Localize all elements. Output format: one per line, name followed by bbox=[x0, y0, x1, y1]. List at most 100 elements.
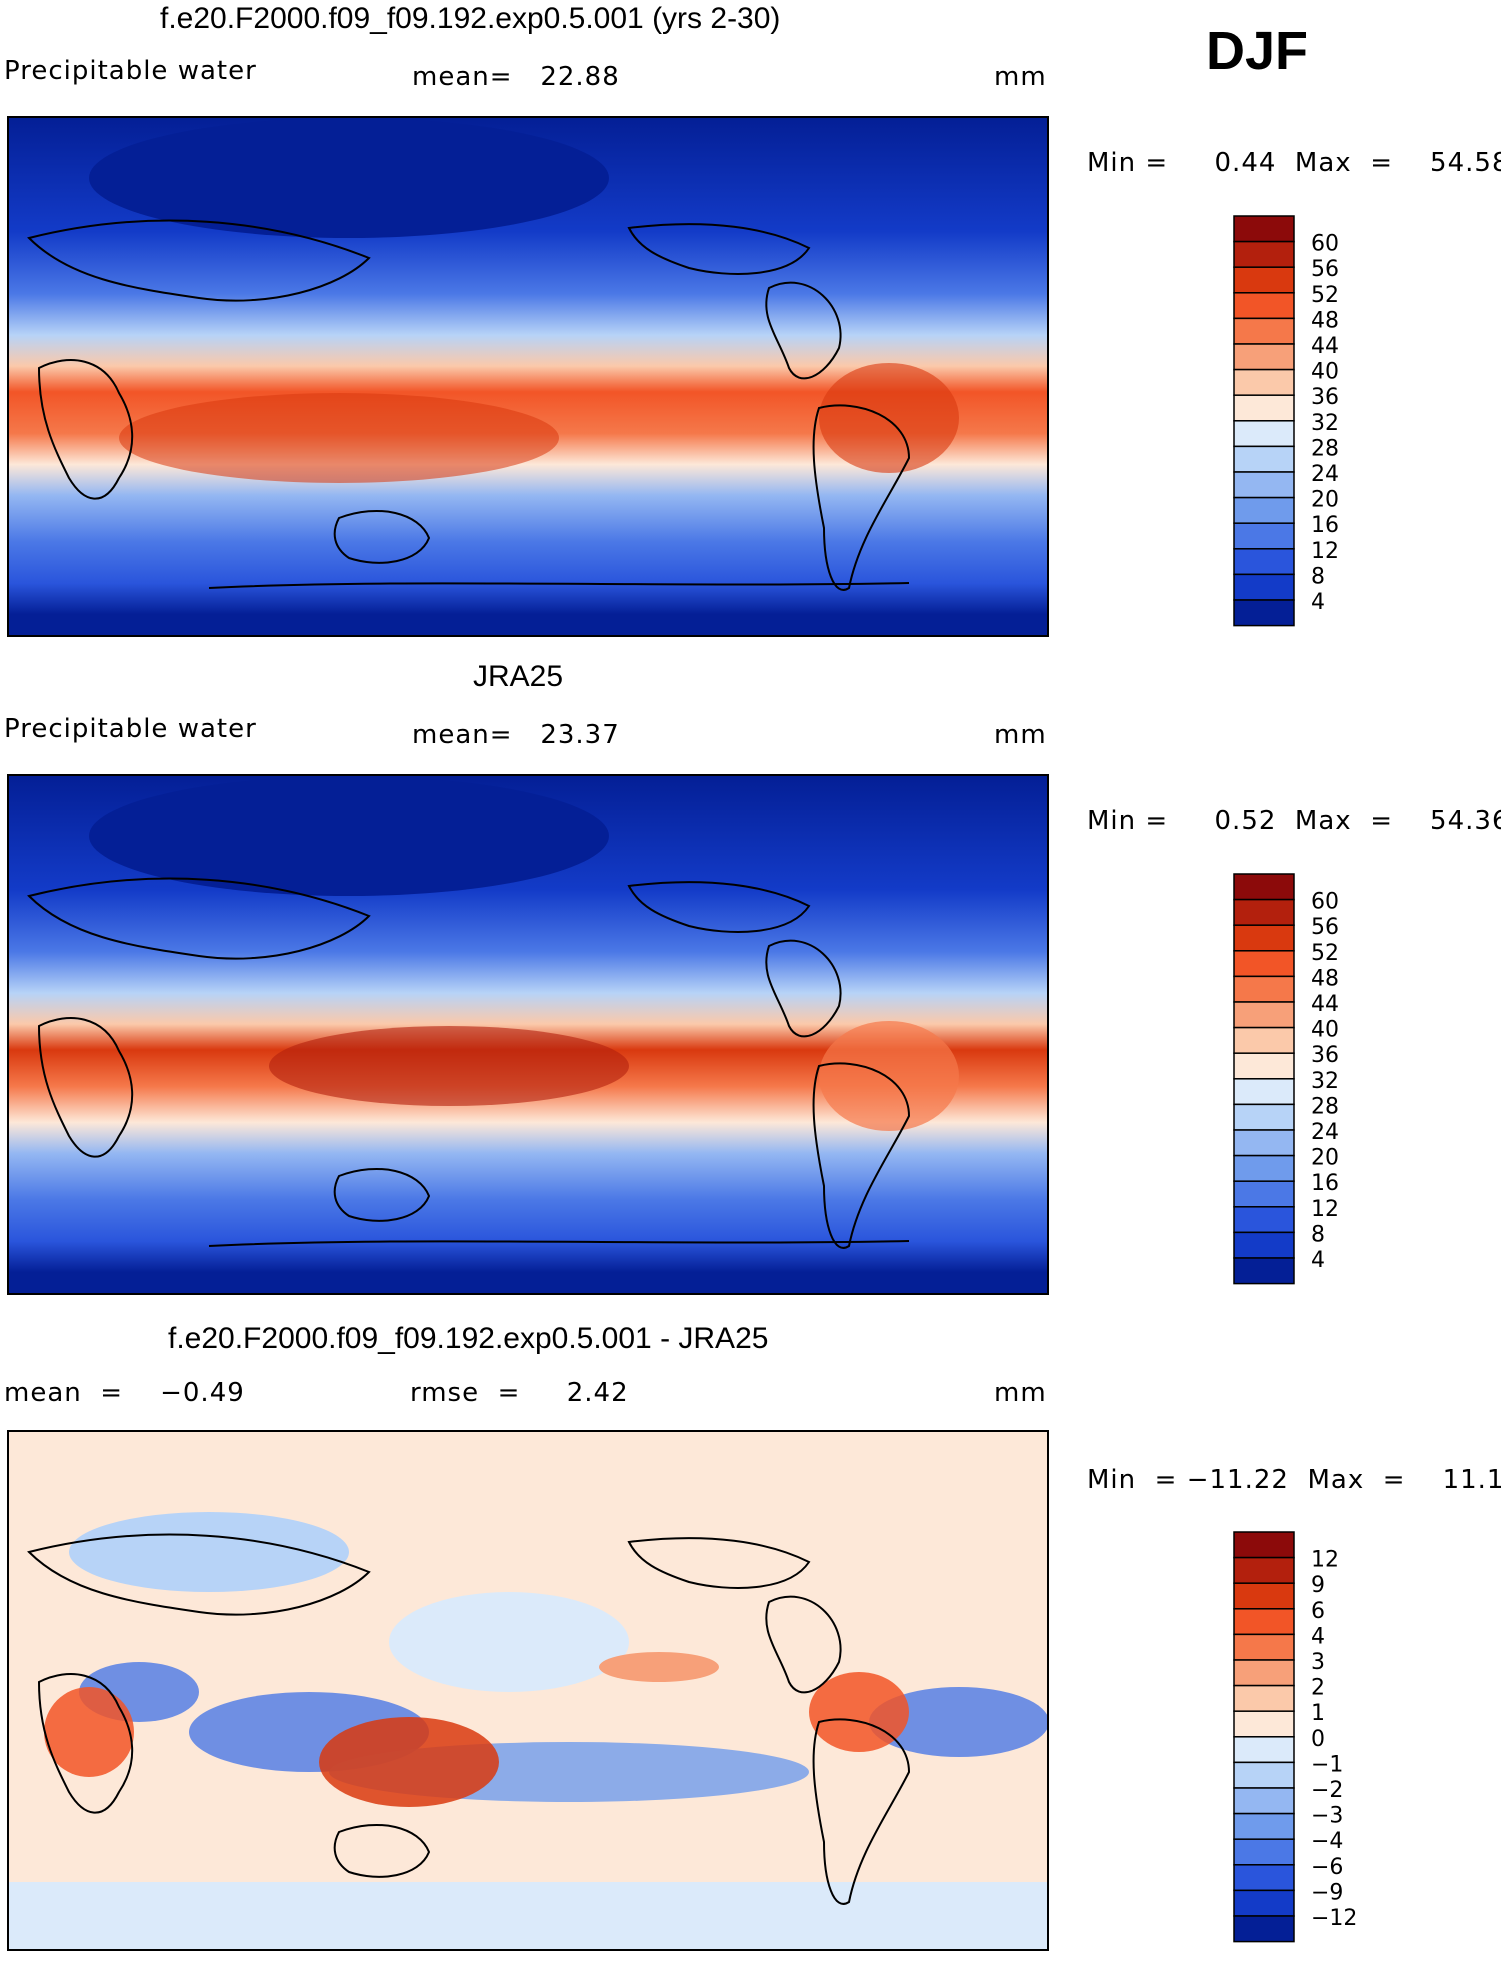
panel-1-colorbar-tick-label: 8 bbox=[1311, 564, 1325, 589]
panel-3-mean-label: mean = −0.49 bbox=[4, 1378, 245, 1408]
panel-1-colorbar-box bbox=[1233, 292, 1295, 320]
panel-1-colorbar-tick-label: 44 bbox=[1311, 334, 1339, 359]
panel-2-colorbar-box bbox=[1233, 1078, 1295, 1106]
panel-3-colorbar-box bbox=[1233, 1710, 1295, 1738]
panel-1-colorbar-tick-label: 28 bbox=[1311, 436, 1339, 461]
panel-2-colorbar-box bbox=[1233, 1206, 1295, 1234]
panel-2-colorbar-box bbox=[1233, 950, 1295, 978]
panel-3-minmax: Min = −11.22 Max = 11.11 bbox=[1087, 1465, 1501, 1495]
panel-2-colorbar-box bbox=[1233, 1129, 1295, 1157]
panel-3-colorbar-tick-label: −3 bbox=[1311, 1804, 1343, 1829]
panel-1-colorbar-box bbox=[1233, 599, 1295, 627]
panel-2-colorbar-tick-label: 48 bbox=[1311, 966, 1339, 991]
panel-2-colorbar-tick-label: 12 bbox=[1311, 1197, 1339, 1222]
panel-1-colorbar-box bbox=[1233, 496, 1295, 524]
panel-3-colorbar-tick-label: 6 bbox=[1311, 1599, 1325, 1624]
panel-1-field bbox=[9, 118, 1047, 635]
panel-3-colorbar-box bbox=[1233, 1736, 1295, 1764]
panel-1-variable-label: Precipitable water bbox=[4, 56, 257, 86]
panel-2-colorbar-tick-label: 24 bbox=[1311, 1120, 1339, 1145]
panel-1-colorbar-box bbox=[1233, 368, 1295, 396]
panel-3-colorbar-box bbox=[1233, 1864, 1295, 1892]
panel-1-colorbar-tick-label: 16 bbox=[1311, 513, 1339, 538]
panel-2-variable-label: Precipitable water bbox=[4, 714, 257, 744]
panel-2-colorbar-box bbox=[1233, 873, 1295, 901]
panel-3-colorbar-box bbox=[1233, 1787, 1295, 1815]
panel-3-colorbar-box bbox=[1233, 1889, 1295, 1917]
panel-2-colorbar-tick-label: 20 bbox=[1311, 1146, 1339, 1171]
panel-3-colorbar-box bbox=[1233, 1531, 1295, 1559]
panel-3-colorbar-tick-label: −2 bbox=[1311, 1778, 1343, 1803]
panel-3-colorbar-tick-label: 12 bbox=[1311, 1548, 1339, 1573]
panel-2-units: mm bbox=[994, 720, 1047, 750]
panel-2-colorbar-tick-label: 32 bbox=[1311, 1069, 1339, 1094]
panel-1-coastlines bbox=[27, 219, 911, 591]
panel-1-colorbar-tick-label: 40 bbox=[1311, 360, 1339, 385]
panel-3-colorbar-tick-label: −1 bbox=[1311, 1752, 1343, 1777]
panel-2-colorbar-tick-label: 60 bbox=[1311, 890, 1339, 915]
panel-1-minmax: Min = 0.44 Max = 54.58 bbox=[1087, 148, 1501, 178]
panel-3-colorbar-tick-label: −12 bbox=[1311, 1906, 1357, 1931]
panel-3-colorbar-box bbox=[1233, 1556, 1295, 1584]
panel-2-colorbar-box bbox=[1233, 1052, 1295, 1080]
panel-1-colorbar-tick-label: 20 bbox=[1311, 488, 1339, 513]
panel-3-colorbar-box bbox=[1233, 1761, 1295, 1789]
panel-1-colorbar-box bbox=[1233, 317, 1295, 345]
panel-3-units: mm bbox=[994, 1378, 1047, 1408]
panel-1-colorbar-box bbox=[1233, 445, 1295, 473]
panel-3-colorbar-box bbox=[1233, 1684, 1295, 1712]
panel-1-colorbar-tick-label: 56 bbox=[1311, 257, 1339, 282]
panel-3-colorbar-box bbox=[1233, 1915, 1295, 1943]
panel-1-colorbar-tick-label: 24 bbox=[1311, 462, 1339, 487]
panel-3-coastlines bbox=[27, 1533, 911, 1905]
panel-3-colorbar-tick-label: −4 bbox=[1311, 1829, 1343, 1854]
panel-1-title: f.e20.F2000.f09_f09.192.exp0.5.001 (yrs … bbox=[160, 2, 781, 35]
panel-3-colorbar-box bbox=[1233, 1659, 1295, 1687]
panel-1-colorbar-box bbox=[1233, 471, 1295, 499]
panel-1-colorbar-box bbox=[1233, 420, 1295, 448]
panel-1-colorbar-tick-label: 52 bbox=[1311, 283, 1339, 308]
panel-2-colorbar-box bbox=[1233, 1026, 1295, 1054]
panel-1-units: mm bbox=[994, 62, 1047, 92]
panel-2-colorbar-tick-label: 40 bbox=[1311, 1018, 1339, 1043]
panel-3-field bbox=[9, 1432, 1047, 1949]
panel-1-colorbar-tick-label: 60 bbox=[1311, 232, 1339, 257]
panel-2-colorbar-box bbox=[1233, 1257, 1295, 1285]
panel-3-colorbar-tick-label: 9 bbox=[1311, 1573, 1325, 1598]
panel-2-colorbar-tick-label: 4 bbox=[1311, 1248, 1325, 1273]
panel-2-coastlines bbox=[27, 877, 911, 1249]
panel-3-colorbar-box bbox=[1233, 1633, 1295, 1661]
panel-3-colorbar-tick-label: 4 bbox=[1311, 1624, 1325, 1649]
panel-1-colorbar-box bbox=[1233, 215, 1295, 243]
panel-2-colorbar-tick-label: 8 bbox=[1311, 1222, 1325, 1247]
panel-1-colorbar-box bbox=[1233, 548, 1295, 576]
panel-3-colorbar-tick-label: 1 bbox=[1311, 1701, 1325, 1726]
panel-2-colorbar-tick-label: 56 bbox=[1311, 915, 1339, 940]
panel-2-colorbar-box bbox=[1233, 1154, 1295, 1182]
panel-1-colorbar-box bbox=[1233, 240, 1295, 268]
panel-1-mean-label: mean= 22.88 bbox=[412, 62, 620, 92]
panel-2-colorbar-tick-label: 52 bbox=[1311, 941, 1339, 966]
panel-3-colorbar-tick-label: 3 bbox=[1311, 1650, 1325, 1675]
panel-3-title: f.e20.F2000.f09_f09.192.exp0.5.001 - JRA… bbox=[168, 1322, 769, 1355]
panel-1-colorbar: 60 56 52 48 44 40 36 32 28 24 20 16 12 8 4 bbox=[1233, 215, 1353, 627]
panel-3-colorbar-box bbox=[1233, 1608, 1295, 1636]
season-label: DJF bbox=[1206, 21, 1309, 81]
panel-3-rmse-label: rmse = 2.42 bbox=[410, 1378, 629, 1408]
panel-1-colorbar-box bbox=[1233, 394, 1295, 422]
panel-2-colorbar-tick-label: 36 bbox=[1311, 1043, 1339, 1068]
panel-1-map bbox=[7, 116, 1049, 637]
panel-2-map bbox=[7, 774, 1049, 1295]
panel-2-minmax: Min = 0.52 Max = 54.36 bbox=[1087, 806, 1501, 836]
panel-1-colorbar-box bbox=[1233, 343, 1295, 371]
panel-2-colorbar-box bbox=[1233, 898, 1295, 926]
panel-3-colorbar-tick-label: 2 bbox=[1311, 1676, 1325, 1701]
panel-2-colorbar-box bbox=[1233, 1001, 1295, 1029]
panel-1-colorbar-tick-label: 48 bbox=[1311, 308, 1339, 333]
panel-1-colorbar-box bbox=[1233, 266, 1295, 294]
panel-2-colorbar-box bbox=[1233, 1180, 1295, 1208]
panel-3-map bbox=[7, 1430, 1049, 1951]
panel-2-mean-label: mean= 23.37 bbox=[412, 720, 620, 750]
